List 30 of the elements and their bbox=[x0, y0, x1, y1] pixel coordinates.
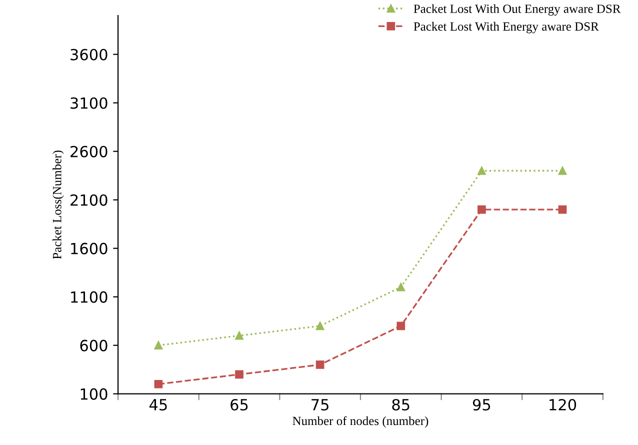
point bbox=[396, 282, 406, 292]
point bbox=[558, 205, 567, 214]
point bbox=[154, 380, 163, 388]
point bbox=[154, 341, 163, 350]
x-tick-label: 120 bbox=[550, 398, 576, 411]
y-tick-label: 600 bbox=[80, 340, 108, 352]
y-tick-label: 2600 bbox=[70, 146, 108, 158]
y-axis-title: Packet Loss(Number) bbox=[52, 150, 64, 260]
x-tick-label: 85 bbox=[392, 398, 410, 411]
point bbox=[235, 331, 244, 340]
x-tick-label: 75 bbox=[312, 399, 328, 411]
point bbox=[558, 166, 567, 175]
point bbox=[316, 322, 324, 330]
y-tick-label: 1600 bbox=[71, 242, 108, 254]
y-tick-label: 3600 bbox=[70, 48, 108, 60]
y-tick-label: 1100 bbox=[71, 291, 108, 303]
x-tick-label: 45 bbox=[149, 399, 167, 411]
point bbox=[478, 166, 486, 175]
point bbox=[316, 360, 324, 369]
legend-label: Packet Lost With Energy aware DSR bbox=[414, 22, 599, 34]
x-axis-title: Number of nodes (number) bbox=[292, 416, 428, 428]
point bbox=[396, 322, 406, 330]
point bbox=[478, 205, 486, 214]
y-tick-label: 100 bbox=[80, 388, 108, 400]
y-tick-label: 2100 bbox=[70, 194, 108, 206]
legend-label: Packet Lost With Out Energy aware DSR bbox=[414, 4, 621, 16]
x-tick-label: 65 bbox=[230, 398, 248, 411]
y-tick-label: 3100 bbox=[70, 97, 108, 109]
x-tick-label: 95 bbox=[472, 398, 490, 411]
point bbox=[235, 370, 244, 379]
